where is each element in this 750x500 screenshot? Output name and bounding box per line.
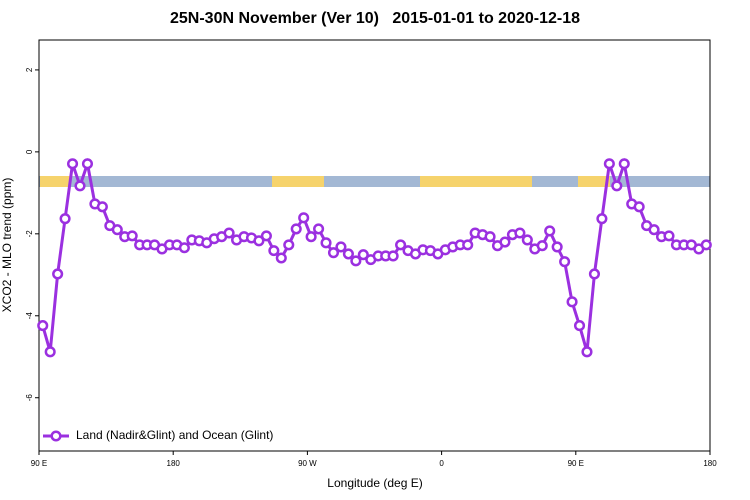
- point: [581, 346, 593, 358]
- point: [111, 224, 123, 236]
- point: [305, 231, 317, 243]
- point: [320, 237, 332, 249]
- point: [514, 227, 526, 239]
- point: [544, 225, 556, 237]
- point: [559, 256, 571, 268]
- point: [484, 231, 496, 243]
- point: [611, 180, 623, 192]
- point: [283, 239, 295, 251]
- point: [298, 212, 310, 224]
- point: [260, 230, 272, 242]
- point: [178, 242, 190, 254]
- x-tick-label: 90 E: [31, 459, 47, 468]
- point: [387, 250, 399, 262]
- point: [313, 223, 325, 235]
- y-tick-label: -2: [25, 230, 34, 238]
- x-tick-label: 180: [703, 459, 717, 468]
- x-tick-label: 90 E: [568, 459, 584, 468]
- point: [67, 158, 79, 170]
- point: [342, 248, 354, 260]
- point: [588, 268, 600, 280]
- point: [290, 223, 302, 235]
- point: [521, 234, 533, 246]
- point: [700, 239, 712, 251]
- point: [335, 241, 347, 253]
- point: [536, 240, 548, 252]
- point: [573, 320, 586, 332]
- point: [59, 213, 71, 225]
- point: [350, 255, 362, 267]
- x-axis-label: Longitude (deg E): [327, 476, 422, 490]
- point: [596, 213, 608, 225]
- legend-marker: [50, 430, 62, 442]
- point: [663, 230, 675, 242]
- point: [74, 180, 86, 192]
- chart-title: 25N-30N November (Ver 10) 2015-01-01 to …: [170, 10, 580, 27]
- x-tick-label: 0: [439, 459, 444, 468]
- y-tick-label: -4: [25, 312, 34, 320]
- point: [253, 235, 265, 247]
- point: [462, 239, 474, 251]
- point: [81, 158, 94, 170]
- point: [395, 239, 407, 251]
- point: [44, 346, 56, 358]
- y-tick-label: 2: [25, 67, 34, 72]
- point: [96, 201, 108, 213]
- y-tick-label: -6: [25, 394, 34, 402]
- point: [223, 227, 235, 239]
- point: [327, 247, 340, 259]
- x-tick-label: 180: [167, 459, 181, 468]
- point: [551, 241, 563, 253]
- point: [603, 158, 615, 170]
- legend-label: Land (Nadir&Glint) and Ocean (Glint): [76, 428, 273, 442]
- point: [633, 201, 645, 213]
- point: [566, 296, 578, 308]
- point: [37, 320, 49, 332]
- point: [126, 230, 138, 242]
- point: [499, 236, 511, 248]
- point: [275, 252, 287, 264]
- y-axis-label: XCO2 - MLO trend (ppm): [0, 178, 14, 313]
- land-ocean-strip: [39, 176, 710, 187]
- point: [52, 268, 64, 280]
- y-tick-label: 0: [25, 149, 34, 154]
- point: [648, 224, 660, 236]
- point: [268, 245, 280, 257]
- point: [357, 249, 369, 261]
- x-tick-label: 90 W: [298, 459, 317, 468]
- point: [618, 158, 630, 170]
